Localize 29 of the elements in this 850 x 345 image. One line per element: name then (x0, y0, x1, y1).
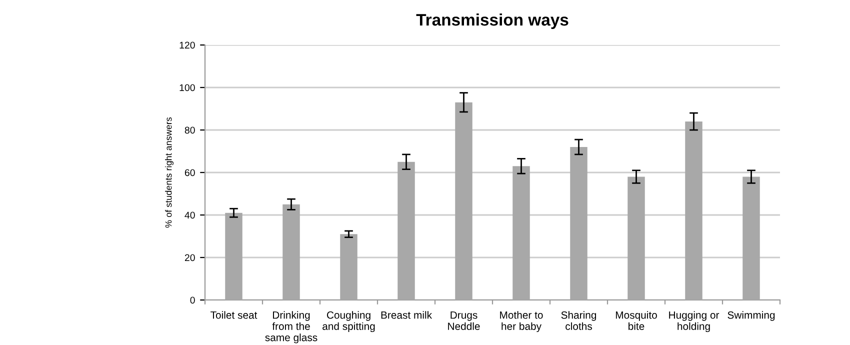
x-tick-label: Swimming (728, 311, 775, 321)
y-tick-label: 20 (184, 254, 195, 262)
y-tick-label: 100 (180, 84, 195, 92)
bar (455, 102, 472, 300)
y-axis-title: % of students right answers (165, 117, 174, 228)
x-tick-label: Mosquito bite (616, 311, 657, 330)
bar (628, 176, 645, 300)
bar (570, 147, 588, 300)
x-tick-label: Sharing cloths (561, 311, 596, 330)
y-tick-label: 0 (190, 296, 195, 304)
x-tick-label: Toilet seat (210, 311, 258, 319)
x-tick-label: Mother to her baby (500, 311, 543, 332)
y-tick-label: 60 (184, 169, 195, 176)
y-tick-label: 120 (180, 42, 195, 49)
x-tick-label: Drinking from the same glass (265, 311, 318, 344)
y-tick-label: 40 (184, 212, 195, 219)
x-tick-label: Hugging or holding (669, 311, 720, 332)
bar (512, 166, 530, 300)
x-tick-label: Breast milk (381, 311, 432, 319)
y-tick-label: 80 (184, 126, 195, 134)
x-tick-label: Drugs Neddle (448, 311, 480, 330)
chart-title: Transmission ways (416, 13, 568, 30)
bar (225, 212, 242, 300)
bar (340, 234, 358, 300)
bar (742, 176, 760, 300)
x-tick-label: Coughing and spitting (322, 311, 375, 332)
bar (398, 162, 415, 300)
bar (282, 204, 300, 300)
bar (685, 122, 702, 300)
